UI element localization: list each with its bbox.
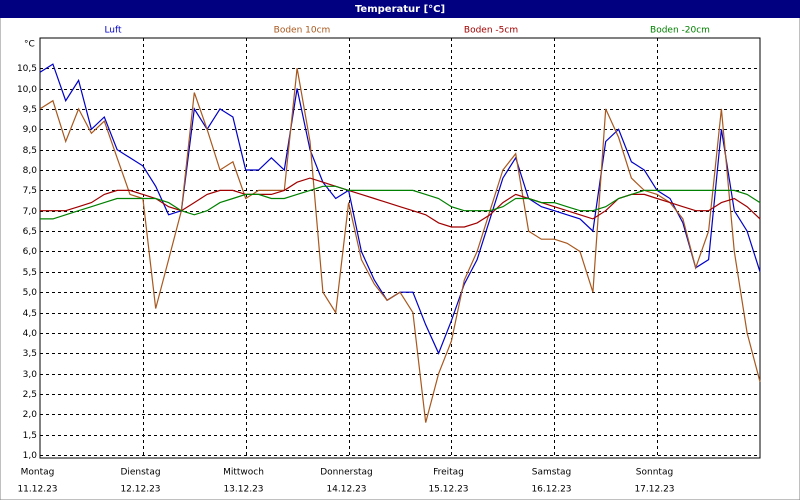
legend-label: Luft: [104, 26, 122, 36]
y-tick-label: 6,5: [23, 227, 37, 237]
legend-label: Boden 10cm: [274, 26, 331, 36]
x-tick-date: 13.12.23: [223, 485, 263, 495]
y-tick-label: 2,0: [23, 410, 38, 420]
y-tick-label: 4,5: [23, 309, 37, 319]
legend-label: Boden -20cm: [650, 26, 710, 36]
x-tick-label: Mittwoch: [223, 468, 264, 478]
x-tick-date: 16.12.23: [531, 485, 571, 495]
x-tick-label: Montag: [21, 468, 55, 478]
y-tick-label: 5,0: [23, 288, 38, 298]
x-tick-label: Sonntag: [636, 468, 673, 478]
y-unit: °C: [24, 40, 35, 50]
x-tick-label: Dienstag: [120, 468, 160, 478]
y-tick-label: 3,0: [23, 370, 38, 380]
y-tick-label: 10,0: [17, 85, 37, 95]
y-tick-label: 9,0: [23, 125, 38, 135]
y-tick-label: 1,0: [23, 451, 38, 461]
series-line: [40, 177, 761, 228]
y-tick-label: 9,5: [23, 105, 37, 115]
x-tick-date: 14.12.23: [326, 485, 366, 495]
y-tick-label: 7,5: [23, 186, 37, 196]
x-tick-date: 15.12.23: [428, 485, 468, 495]
series-line: [40, 185, 761, 220]
y-tick-label: 5,5: [23, 268, 37, 278]
x-tick-label: Freitag: [433, 468, 464, 478]
y-tick-label: 1,5: [23, 431, 37, 441]
y-tick-label: 2,5: [23, 390, 37, 400]
chart-title: Temperatur [°C]: [355, 4, 445, 15]
x-tick-date: 12.12.23: [120, 485, 160, 495]
x-tick-label: Samstag: [532, 468, 571, 478]
plot-area: [39, 37, 761, 459]
series-line: [39, 67, 761, 423]
y-tick-label: 8,5: [23, 146, 37, 156]
x-tick-date: 11.12.23: [17, 485, 57, 495]
y-tick-label: 3,5: [23, 349, 37, 359]
y-tick-label: 4,0: [23, 329, 38, 339]
y-tick-label: 8,0: [23, 166, 38, 176]
title-bar: [0, 0, 800, 18]
y-tick-label: 7,0: [23, 207, 38, 217]
y-tick-label: 6,0: [23, 247, 38, 257]
x-tick-date: 17.12.23: [634, 485, 674, 495]
legend-label: Boden -5cm: [464, 26, 518, 36]
y-tick-label: 10,5: [17, 64, 37, 74]
x-tick-label: Donnerstag: [320, 468, 373, 478]
